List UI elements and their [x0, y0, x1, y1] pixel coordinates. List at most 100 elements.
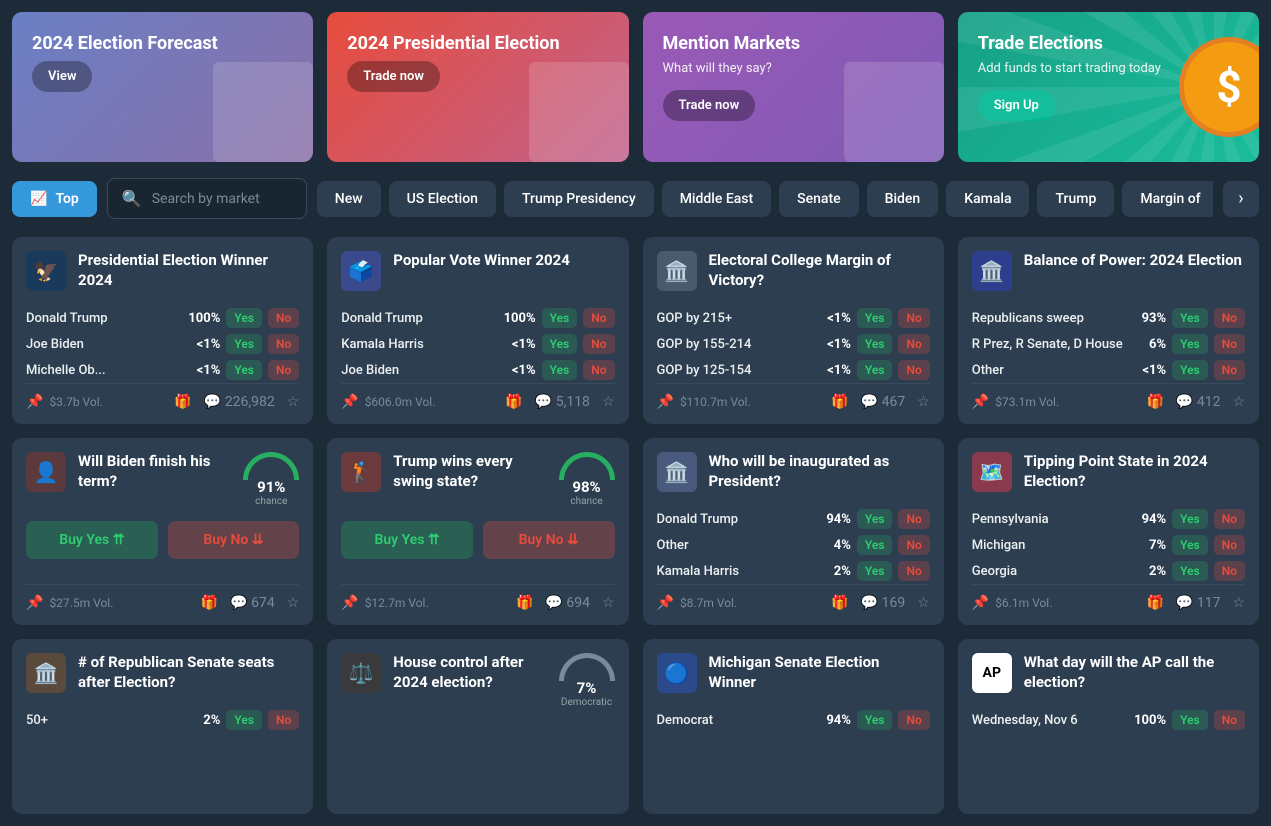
comments-icon[interactable]: 💬 169: [861, 595, 906, 611]
pin-icon[interactable]: 📌: [657, 595, 674, 611]
filter-tag[interactable]: US Election: [389, 181, 496, 217]
no-button[interactable]: No: [1214, 308, 1245, 328]
yes-button[interactable]: Yes: [857, 334, 893, 354]
no-button[interactable]: No: [898, 308, 929, 328]
filter-tag[interactable]: Senate: [779, 181, 858, 217]
star-icon[interactable]: ☆: [917, 394, 930, 410]
banner-button[interactable]: Trade now: [663, 90, 756, 121]
yes-button[interactable]: Yes: [857, 710, 893, 730]
market-card[interactable]: 🏛️ Who will be inaugurated as President?…: [643, 438, 944, 625]
banner-button[interactable]: View: [32, 61, 92, 92]
comments-icon[interactable]: 💬 226,982: [204, 394, 275, 410]
gift-icon[interactable]: 🎁: [831, 595, 848, 611]
star-icon[interactable]: ☆: [1232, 595, 1245, 611]
no-button[interactable]: No: [268, 334, 299, 354]
banner-card[interactable]: Trade ElectionsAdd funds to start tradin…: [958, 12, 1259, 162]
buy-yes-button[interactable]: Buy Yes ⇈: [26, 521, 158, 559]
star-icon[interactable]: ☆: [1232, 394, 1245, 410]
gift-icon[interactable]: 🎁: [516, 595, 533, 611]
pin-icon[interactable]: 📌: [26, 394, 43, 410]
market-card[interactable]: 👤 Will Biden finish his term? 91% chance…: [12, 438, 313, 625]
star-icon[interactable]: ☆: [917, 595, 930, 611]
no-button[interactable]: No: [1214, 334, 1245, 354]
gift-icon[interactable]: 🎁: [831, 394, 848, 410]
yes-button[interactable]: Yes: [857, 360, 893, 380]
yes-button[interactable]: Yes: [857, 561, 893, 581]
filter-tag[interactable]: New: [317, 181, 381, 217]
no-button[interactable]: No: [1214, 360, 1245, 380]
filter-tag[interactable]: Biden: [867, 181, 939, 217]
yes-button[interactable]: Yes: [1172, 509, 1208, 529]
filter-tag[interactable]: Trump: [1037, 181, 1114, 217]
buy-no-button[interactable]: Buy No ⇊: [168, 521, 300, 559]
pin-icon[interactable]: 📌: [341, 394, 358, 410]
comments-icon[interactable]: 💬 467: [861, 394, 906, 410]
banner-card[interactable]: Mention MarketsWhat will they say?Trade …: [643, 12, 944, 162]
market-card[interactable]: 🦅 Presidential Election Winner 2024 Dona…: [12, 237, 313, 424]
market-card[interactable]: 🗳️ Popular Vote Winner 2024 Donald Trump…: [327, 237, 628, 424]
pin-icon[interactable]: 📌: [972, 595, 989, 611]
no-button[interactable]: No: [898, 334, 929, 354]
yes-button[interactable]: Yes: [1172, 308, 1208, 328]
no-button[interactable]: No: [898, 509, 929, 529]
filter-tag[interactable]: Middle East: [662, 181, 771, 217]
comments-icon[interactable]: 💬 674: [230, 595, 275, 611]
comments-icon[interactable]: 💬 412: [1176, 394, 1221, 410]
market-card[interactable]: 🏛️ Electoral College Margin of Victory? …: [643, 237, 944, 424]
no-button[interactable]: No: [898, 360, 929, 380]
buy-yes-button[interactable]: Buy Yes ⇈: [341, 521, 473, 559]
banner-button[interactable]: Trade now: [347, 61, 440, 92]
yes-button[interactable]: Yes: [226, 308, 262, 328]
yes-button[interactable]: Yes: [1172, 561, 1208, 581]
yes-button[interactable]: Yes: [1172, 710, 1208, 730]
no-button[interactable]: No: [268, 710, 299, 730]
yes-button[interactable]: Yes: [226, 360, 262, 380]
buy-no-button[interactable]: Buy No ⇊: [483, 521, 615, 559]
yes-button[interactable]: Yes: [226, 334, 262, 354]
no-button[interactable]: No: [268, 360, 299, 380]
search-input[interactable]: [152, 191, 292, 207]
no-button[interactable]: No: [268, 308, 299, 328]
market-card[interactable]: ⚖️ House control after 2024 election? 7%…: [327, 639, 628, 814]
star-icon[interactable]: ☆: [602, 394, 615, 410]
yes-button[interactable]: Yes: [542, 360, 578, 380]
pin-icon[interactable]: 📌: [341, 595, 358, 611]
market-card[interactable]: 🏛️ # of Republican Senate seats after El…: [12, 639, 313, 814]
filter-tag[interactable]: Trump Presidency: [504, 181, 654, 217]
pin-icon[interactable]: 📌: [972, 394, 989, 410]
star-icon[interactable]: ☆: [287, 595, 300, 611]
yes-button[interactable]: Yes: [1172, 535, 1208, 555]
no-button[interactable]: No: [583, 360, 614, 380]
yes-button[interactable]: Yes: [226, 710, 262, 730]
market-card[interactable]: 🔵 Michigan Senate Election Winner Democr…: [643, 639, 944, 814]
no-button[interactable]: No: [1214, 535, 1245, 555]
comments-icon[interactable]: 💬 5,118: [535, 394, 590, 410]
star-icon[interactable]: ☆: [602, 595, 615, 611]
no-button[interactable]: No: [898, 561, 929, 581]
gift-icon[interactable]: 🎁: [201, 595, 218, 611]
yes-button[interactable]: Yes: [542, 334, 578, 354]
comments-icon[interactable]: 💬 117: [1176, 595, 1221, 611]
search-box[interactable]: 🔍: [107, 178, 307, 219]
banner-card[interactable]: 2024 Election ForecastView: [12, 12, 313, 162]
yes-button[interactable]: Yes: [542, 308, 578, 328]
no-button[interactable]: No: [583, 308, 614, 328]
filter-tag[interactable]: Margin of: [1122, 181, 1213, 217]
market-card[interactable]: AP What day will the AP call the electio…: [958, 639, 1259, 814]
star-icon[interactable]: ☆: [287, 394, 300, 410]
yes-button[interactable]: Yes: [857, 308, 893, 328]
yes-button[interactable]: Yes: [857, 535, 893, 555]
no-button[interactable]: No: [898, 535, 929, 555]
pin-icon[interactable]: 📌: [657, 394, 674, 410]
filter-tag[interactable]: Kamala: [946, 181, 1029, 217]
no-button[interactable]: No: [1214, 561, 1245, 581]
gift-icon[interactable]: 🎁: [1146, 394, 1163, 410]
gift-icon[interactable]: 🎁: [505, 394, 522, 410]
top-filter-button[interactable]: 📈 Top: [12, 181, 97, 217]
no-button[interactable]: No: [1214, 509, 1245, 529]
gift-icon[interactable]: 🎁: [174, 394, 191, 410]
pin-icon[interactable]: 📌: [26, 595, 43, 611]
no-button[interactable]: No: [1214, 710, 1245, 730]
banner-card[interactable]: 2024 Presidential ElectionTrade now: [327, 12, 628, 162]
yes-button[interactable]: Yes: [1172, 334, 1208, 354]
